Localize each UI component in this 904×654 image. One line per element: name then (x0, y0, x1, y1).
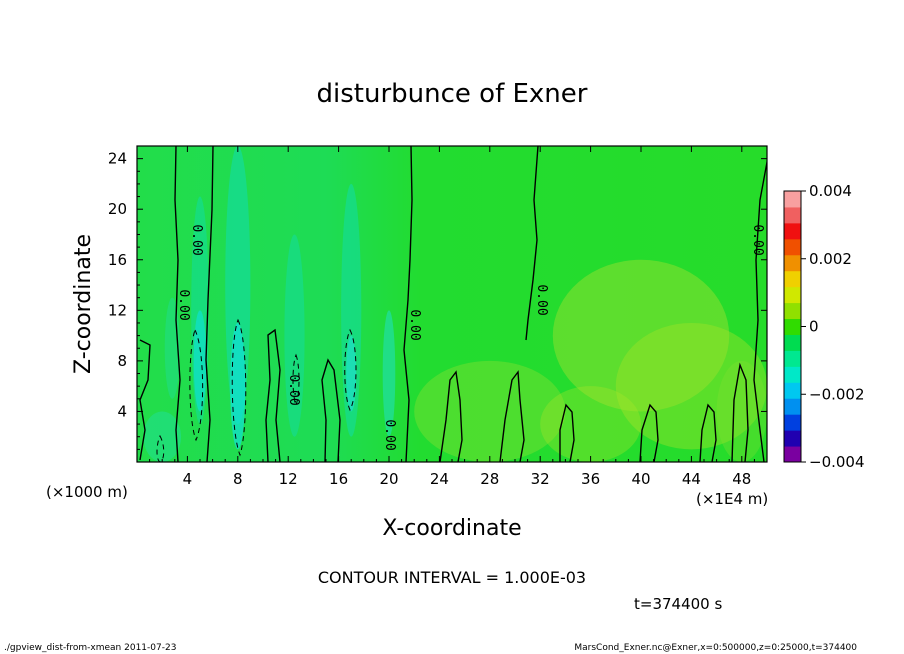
contour-label: 0.00 (176, 289, 191, 320)
contour-line (265, 328, 281, 462)
contour-line-negative (344, 328, 357, 412)
contour-label: 0.00 (382, 419, 397, 450)
footer-right: MarsCond_Exner.nc@Exner,x=0:500000,z=0:2… (574, 643, 857, 653)
colorbar-swatch (784, 398, 801, 415)
time-text: t=374400 s (634, 595, 722, 613)
y-tick-label: 16 (108, 251, 127, 269)
contour-line (639, 403, 659, 462)
x-tick-label: 48 (732, 470, 751, 488)
colorbar-swatch (784, 302, 801, 320)
colorbar-swatch (784, 270, 801, 288)
heatmap-cell-region (382, 310, 396, 437)
y-tick-label: 8 (117, 352, 127, 370)
heatmap-field (137, 146, 767, 462)
colorbar-swatch (784, 238, 801, 256)
contour-label: 0.00 (189, 224, 204, 255)
contour-line (699, 403, 717, 462)
x-tick-label: 20 (379, 470, 398, 488)
colorbar-tick-label: −0.004 (809, 453, 865, 471)
colorbar-swatch (784, 318, 801, 335)
y-tick-label: 20 (108, 200, 127, 218)
colorbar-swatch (784, 191, 801, 208)
heatmap-cell-region (143, 411, 182, 462)
contour-label: 0.00 (534, 284, 549, 315)
heatmap-cell-region (540, 386, 641, 462)
contour-line (205, 146, 214, 462)
contour-label: 0.00 (286, 374, 301, 405)
colorbar-swatch (784, 382, 801, 399)
heatmap-cell-region (552, 259, 730, 412)
chart-title: disturbunce of Exner (317, 79, 588, 109)
contour-line (174, 146, 181, 462)
x-axis-label: X-coordinate (382, 516, 521, 541)
heatmap-cell-region (284, 234, 305, 437)
contour-line (731, 362, 749, 462)
x-tick-label: 32 (531, 470, 550, 488)
footer-left: ./gpview_dist-from-xmean 2011-07-23 (4, 643, 176, 653)
colorbar-tick-label: 0.004 (809, 182, 852, 200)
x-tick-label: 12 (279, 470, 298, 488)
colorbar-swatch (784, 334, 801, 351)
contour-line-negative (292, 353, 300, 407)
colorbar-swatch (784, 254, 801, 272)
colorbar (784, 191, 801, 463)
colorbar-swatch (784, 414, 801, 431)
colorbar-swatch (784, 350, 801, 367)
contour-line (525, 146, 539, 341)
colorbar-swatch (784, 430, 801, 447)
heatmap-cell-region (193, 310, 207, 412)
contour-line (139, 339, 151, 461)
colorbar-tick-label: 0.002 (809, 250, 852, 268)
colorbar-swatch (784, 222, 801, 240)
contour-line-negative (189, 328, 204, 442)
contour-line (439, 370, 463, 462)
heatmap-cell-region (615, 322, 767, 450)
x-tick-label: 44 (682, 470, 701, 488)
heatmap-cell-region (414, 360, 566, 462)
contour-label: 0.00 (407, 309, 422, 340)
colorbar-swatch (784, 206, 801, 224)
colorbar-tick-label: 0 (809, 318, 819, 336)
x-tick-label: 28 (480, 470, 499, 488)
x-scale-note: (×1E4 m) (696, 490, 768, 508)
colorbar-swatch (784, 366, 801, 383)
contour-line (753, 158, 767, 462)
contour-line-negative (231, 318, 247, 457)
colorbar-swatch (784, 446, 801, 463)
x-unit-note: (×1000 m) (46, 483, 128, 501)
x-tick-label: 24 (430, 470, 449, 488)
x-tick-label: 36 (581, 470, 600, 488)
y-tick-label: 4 (117, 402, 127, 420)
y-tick-label: 12 (108, 301, 127, 319)
contour-label: 0.00 (750, 224, 765, 255)
contour-line (321, 358, 341, 462)
y-axis-label: Z-coordinate (71, 234, 96, 374)
contour-interval-text: CONTOUR INTERVAL = 1.000E-03 (318, 568, 586, 587)
contour-line (403, 146, 413, 462)
x-tick-label: 8 (233, 470, 243, 488)
colorbar-swatch (784, 286, 801, 304)
x-tick-label: 40 (631, 470, 650, 488)
colorbar-tick-label: −0.002 (809, 385, 865, 403)
heatmap-cell-region (716, 360, 767, 462)
contour-line (499, 370, 525, 462)
x-tick-label: 16 (329, 470, 348, 488)
x-tick-label: 4 (183, 470, 193, 488)
contour-line (559, 403, 575, 462)
heatmap-cell-region (346, 335, 357, 412)
y-tick-label: 24 (108, 150, 127, 168)
contour-line-negative (156, 434, 165, 462)
